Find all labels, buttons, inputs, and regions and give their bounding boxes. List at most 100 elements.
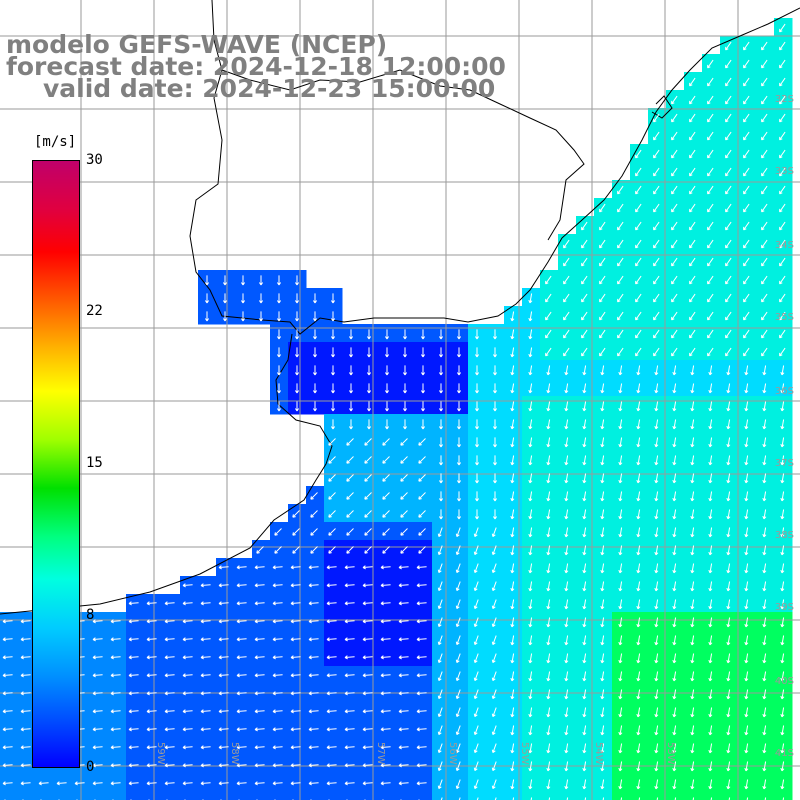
wind-arrow xyxy=(473,527,479,537)
wind-arrow xyxy=(218,673,229,678)
wind-arrow xyxy=(654,617,659,628)
wind-arrow xyxy=(528,347,533,358)
wind-arrow xyxy=(474,401,480,412)
wind-arrow xyxy=(690,725,695,736)
wind-cell xyxy=(702,792,721,800)
wind-arrow xyxy=(600,365,605,376)
wind-arrow xyxy=(689,293,696,303)
wind-arrow xyxy=(654,761,659,772)
lat-label-32s: 32S xyxy=(774,94,794,105)
wind-arrow xyxy=(146,619,157,624)
wind-arrow xyxy=(240,311,246,322)
wind-arrow xyxy=(236,583,247,588)
wind-arrow xyxy=(743,275,750,285)
wind-arrow xyxy=(528,707,533,718)
wind-arrow xyxy=(398,673,409,678)
wind-arrow xyxy=(416,565,427,570)
wind-arrow xyxy=(564,527,569,538)
wind-arrow xyxy=(761,185,768,195)
wind-arrow xyxy=(689,77,696,87)
wind-arrow xyxy=(416,601,427,606)
wind-arrow xyxy=(671,203,678,213)
wind-arrow xyxy=(128,763,139,768)
wind-arrow xyxy=(744,365,749,376)
wind-arrow xyxy=(510,473,515,484)
wind-arrow xyxy=(780,761,785,772)
wind-arrow xyxy=(418,546,426,554)
wind-arrow xyxy=(708,455,713,466)
wind-arrow xyxy=(744,455,749,466)
wind-arrow xyxy=(380,655,391,660)
wind-arrow xyxy=(761,149,768,159)
wind-arrow xyxy=(545,347,552,357)
wind-arrow xyxy=(672,689,677,700)
wind-arrow xyxy=(312,311,318,322)
wind-arrow xyxy=(384,347,390,358)
wind-arrow xyxy=(707,257,714,267)
wind-arrow xyxy=(326,583,337,588)
wind-arrow xyxy=(689,113,696,123)
wind-arrow xyxy=(510,419,515,430)
wind-arrow xyxy=(398,745,409,750)
wind-arrow xyxy=(380,709,391,714)
wind-arrow xyxy=(200,691,211,696)
wind-cell xyxy=(486,792,505,800)
wind-arrow xyxy=(308,709,319,714)
wind-arrow xyxy=(510,437,515,448)
wind-arrow xyxy=(743,221,750,231)
wind-arrow xyxy=(636,563,641,574)
wind-arrow xyxy=(635,347,642,357)
wind-arrow xyxy=(473,635,479,645)
wind-arrow xyxy=(725,203,732,213)
wind-arrow xyxy=(362,619,373,624)
wind-arrow xyxy=(707,221,714,231)
wind-arrow xyxy=(762,653,767,664)
wind-arrow xyxy=(294,293,300,304)
wind-arrow xyxy=(636,581,641,592)
wind-arrow xyxy=(222,275,228,286)
wind-arrow xyxy=(653,293,660,303)
wind-arrow xyxy=(380,565,391,570)
wind-arrow xyxy=(384,419,390,430)
wind-arrow xyxy=(182,655,193,660)
wind-arrow xyxy=(312,365,318,376)
wind-arrow xyxy=(164,601,175,606)
wind-arrow xyxy=(564,365,569,376)
wind-arrow xyxy=(780,707,785,718)
wind-arrow xyxy=(218,565,229,570)
wind-arrow xyxy=(780,383,785,394)
wind-arrow xyxy=(761,95,768,105)
wind-arrow xyxy=(779,59,786,69)
wind-arrow xyxy=(328,546,336,554)
wind-arrow xyxy=(400,438,408,446)
wind-cell xyxy=(648,792,667,800)
wind-cell xyxy=(450,792,469,800)
wind-arrow xyxy=(708,365,713,376)
wind-cell xyxy=(324,792,343,800)
wind-arrow xyxy=(290,637,301,642)
wind-arrow xyxy=(348,365,354,376)
wind-cell xyxy=(270,792,289,800)
wind-arrow xyxy=(455,635,461,645)
wind-arrow xyxy=(366,365,372,376)
wind-arrow xyxy=(182,637,193,642)
wind-arrow xyxy=(654,707,659,718)
wind-arrow xyxy=(635,293,642,303)
wind-arrow xyxy=(545,275,552,285)
wind-arrow xyxy=(582,617,587,628)
wind-arrow xyxy=(743,149,750,159)
wind-arrow xyxy=(474,329,480,340)
wind-arrow xyxy=(455,761,461,771)
wind-arrow xyxy=(402,329,408,340)
wind-arrow xyxy=(689,95,696,105)
wind-arrow xyxy=(458,797,461,800)
wind-arrow xyxy=(743,203,750,213)
wind-arrow xyxy=(402,383,408,394)
wind-arrow xyxy=(382,438,390,446)
wind-arrow xyxy=(164,781,175,786)
wind-arrow xyxy=(546,725,551,736)
wind-arrow xyxy=(618,671,623,682)
wind-arrow xyxy=(222,293,228,304)
wind-arrow xyxy=(491,761,497,771)
wind-arrow xyxy=(344,637,355,642)
